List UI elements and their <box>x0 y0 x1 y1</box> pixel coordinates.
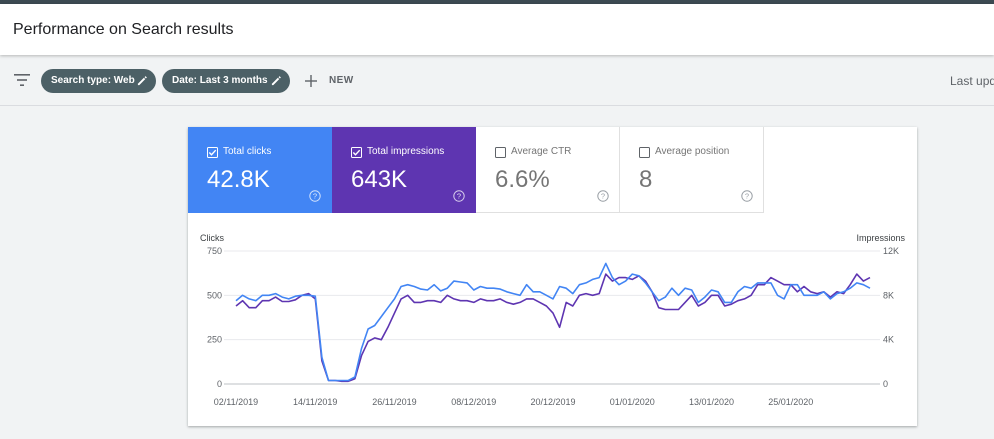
date-range-chip[interactable]: Date: Last 3 months <box>162 69 290 93</box>
total-clicks-value: 42.8K <box>207 166 270 193</box>
search-type-chip[interactable]: Search type: Web <box>41 69 156 93</box>
grid-lines <box>224 250 880 385</box>
search-type-chip-label: Search type: Web <box>51 75 135 86</box>
total-impressions-label: Total impressions <box>367 146 445 157</box>
right-tick-label: 0 <box>883 379 888 389</box>
right-axis-title: Impressions <box>856 233 905 243</box>
svg-text:?: ? <box>745 192 749 201</box>
x-tick-label: 14/11/2019 <box>293 397 337 407</box>
total-clicks-tile[interactable]: Total clicks 42.8K ? <box>188 127 332 213</box>
filter-bar: Search type: Web Date: Last 3 months NEW… <box>0 55 994 106</box>
total-clicks-line[interactable] <box>235 262 871 382</box>
help-icon[interactable]: ? <box>741 190 753 202</box>
filter-icon[interactable] <box>14 74 30 86</box>
left-tick-label: 0 <box>217 379 222 389</box>
x-tick-label: 01/01/2020 <box>610 397 655 407</box>
total-clicks-label: Total clicks <box>223 146 272 157</box>
checkbox-unchecked-icon[interactable] <box>495 147 506 158</box>
edit-pencil-icon[interactable] <box>137 75 148 86</box>
checkbox-checked-icon[interactable] <box>207 147 218 158</box>
x-tick-label: 08/12/2019 <box>451 397 496 407</box>
page-header: Performance on Search results <box>0 4 994 55</box>
checkbox-checked-icon[interactable] <box>351 147 362 158</box>
left-tick-label: 750 <box>207 246 222 256</box>
help-icon[interactable]: ? <box>453 190 465 202</box>
left-axis-title: Clicks <box>200 233 224 243</box>
performance-card: Total clicks 42.8K ? Total impressions 6… <box>188 127 917 426</box>
average-ctr-value: 6.6% <box>495 166 550 193</box>
total-impressions-value: 643K <box>351 166 408 193</box>
x-tick-label: 25/01/2020 <box>768 397 813 407</box>
total-impressions-tile[interactable]: Total impressions 643K ? <box>332 127 476 213</box>
checkbox-unchecked-icon[interactable] <box>639 147 650 158</box>
svg-text:?: ? <box>601 192 605 201</box>
x-tick-label: 20/12/2019 <box>530 397 575 407</box>
left-tick-label: 500 <box>207 290 222 300</box>
average-ctr-label: Average CTR <box>511 146 572 157</box>
page-title: Performance on Search results <box>13 21 234 38</box>
x-tick-label: 13/01/2020 <box>689 397 734 407</box>
svg-text:?: ? <box>313 192 317 201</box>
average-position-tile[interactable]: Average position 8 ? <box>620 127 764 213</box>
average-position-value: 8 <box>639 166 653 193</box>
average-position-label: Average position <box>655 146 730 157</box>
plus-icon <box>305 75 317 87</box>
new-filter-label: NEW <box>329 75 354 86</box>
help-icon[interactable]: ? <box>597 190 609 202</box>
series-lines <box>235 262 871 383</box>
right-tick-label: 4K <box>883 335 894 345</box>
last-updated-text: Last upd <box>950 74 994 88</box>
right-tick-label: 8K <box>883 290 894 300</box>
average-ctr-tile[interactable]: Average CTR 6.6% ? <box>476 127 620 213</box>
x-tick-label: 02/11/2019 <box>214 397 258 407</box>
svg-text:?: ? <box>457 192 461 201</box>
top-accent-bar <box>0 0 994 4</box>
x-tick-label: 26/11/2019 <box>372 397 416 407</box>
edit-pencil-icon[interactable] <box>271 75 282 86</box>
help-icon[interactable]: ? <box>309 190 321 202</box>
date-range-chip-label: Date: Last 3 months <box>172 75 268 86</box>
left-tick-label: 250 <box>207 335 222 345</box>
performance-line-chart: Clicks Impressions 750 500 250 0 12K 8K 4K 0 02/… <box>200 233 906 407</box>
axis-ticks: 750 500 250 0 12K 8K 4K 0 02/11/2019 14/11/2019 26… <box>207 246 899 407</box>
right-tick-label: 12K <box>883 246 899 256</box>
